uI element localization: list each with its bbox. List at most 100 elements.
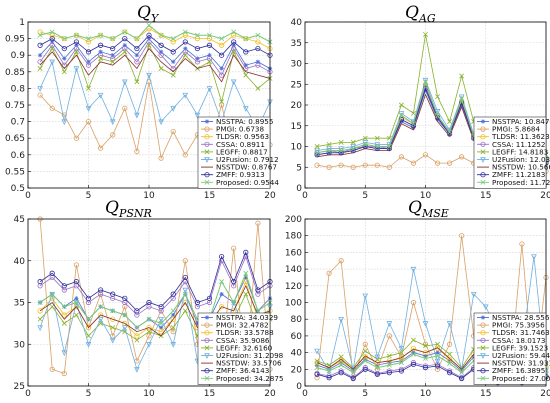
- data-point: [61, 320, 67, 326]
- legend-entry: PMGI: 32.4782: [216, 321, 269, 330]
- legend-marker: [204, 375, 210, 381]
- data-point: [50, 39, 55, 45]
- y-tick-label: 40: [291, 349, 303, 359]
- legend-marker: [480, 315, 486, 320]
- series-line: [39, 34, 271, 56]
- data-point: [49, 270, 55, 276]
- data-point: [158, 304, 164, 310]
- y-tick-label: 160: [285, 248, 302, 258]
- data-point: [362, 366, 368, 372]
- y-tick-label: 80: [291, 315, 303, 325]
- data-point: [122, 35, 128, 42]
- data-point: [206, 42, 213, 48]
- data-point: [255, 32, 261, 38]
- y-tick-label: 200: [285, 215, 302, 225]
- data-point: [85, 295, 92, 301]
- data-point: [326, 146, 332, 153]
- data-point: [423, 353, 428, 359]
- legend-entry: LEGFF: 32.6160: [216, 343, 273, 352]
- data-point: [219, 291, 224, 297]
- data-point: [398, 111, 405, 117]
- data-point: [422, 321, 429, 327]
- legend-entry: NSSTPA: 28.5567: [492, 313, 550, 322]
- data-point: [85, 62, 92, 68]
- data-point: [110, 132, 116, 138]
- data-point: [134, 36, 140, 42]
- data-point: [398, 116, 404, 123]
- data-point: [146, 299, 152, 306]
- series-line: [39, 284, 271, 337]
- chart-panel-2: 0 5 10 15 20 0 5 10 15 20 25 30 35 40 QAG NSSTPA: 10.84…: [291, 3, 550, 201]
- data-point: [459, 370, 465, 376]
- data-point: [98, 42, 104, 48]
- data-point: [61, 350, 68, 357]
- data-point: [386, 144, 392, 149]
- data-point: [73, 32, 79, 38]
- data-point: [386, 368, 392, 374]
- data-point: [74, 43, 79, 48]
- y-tick-label: 15: [291, 122, 302, 132]
- data-point: [134, 53, 140, 58]
- data-point: [158, 325, 164, 330]
- legend-entry: NSSTDW: 0.8767: [216, 163, 277, 172]
- data-point: [49, 291, 55, 297]
- data-point: [243, 36, 249, 42]
- legend-marker: [480, 368, 486, 374]
- data-point: [110, 291, 116, 297]
- series-line: [39, 271, 271, 329]
- data-point: [422, 365, 429, 371]
- data-point: [243, 291, 249, 297]
- legend-entry: NSSTPA: 34.0329: [216, 313, 278, 322]
- data-point: [326, 375, 332, 381]
- legend-entry: LEGFF: 39.1523: [492, 343, 548, 352]
- data-point: [207, 59, 212, 65]
- data-point: [410, 160, 417, 166]
- series-zmff: [37, 249, 273, 314]
- data-point: [158, 320, 164, 326]
- y-tick-label: 40: [291, 18, 303, 28]
- data-point: [446, 370, 453, 376]
- data-point: [49, 29, 55, 35]
- data-point: [37, 59, 43, 65]
- data-point: [459, 375, 465, 382]
- data-point: [242, 106, 249, 112]
- data-point: [146, 42, 152, 48]
- legend-marker: [204, 141, 210, 147]
- data-point: [62, 56, 67, 61]
- data-point: [158, 52, 164, 58]
- data-point: [219, 42, 225, 48]
- data-point: [134, 45, 140, 52]
- data-point: [73, 49, 79, 55]
- data-point: [134, 325, 140, 331]
- y-tick-label: 30: [291, 60, 303, 70]
- data-point: [314, 162, 320, 168]
- legend-entry: NSSTDW: 10.5661: [492, 163, 550, 172]
- data-point: [134, 79, 140, 85]
- data-point: [158, 49, 164, 55]
- data-point: [410, 266, 417, 273]
- series-proposed: [37, 270, 273, 331]
- data-point: [170, 308, 176, 314]
- data-point: [423, 31, 428, 37]
- data-point: [410, 337, 416, 343]
- data-point: [122, 312, 128, 318]
- legend-marker: [204, 368, 210, 374]
- data-point: [146, 36, 152, 41]
- data-point: [243, 62, 248, 68]
- data-point: [122, 29, 128, 35]
- data-point: [37, 316, 43, 322]
- data-point: [110, 55, 116, 62]
- data-point: [410, 121, 416, 127]
- data-point: [37, 42, 43, 48]
- chart-panel-3: 0 5 10 15 20 25 30 35 40 45 QPSNR NSSTPA: 34.0329PM…: [14, 198, 284, 399]
- data-point: [74, 296, 79, 301]
- data-point: [170, 65, 176, 72]
- data-point: [182, 287, 189, 294]
- data-point: [350, 367, 357, 373]
- data-point: [350, 146, 356, 152]
- data-point: [434, 358, 441, 365]
- legend-entry: U2Fusion: 12.0343: [492, 155, 550, 164]
- data-point: [338, 162, 344, 168]
- y-tick-label: 0.7: [11, 118, 25, 128]
- y-tick-label: 20: [291, 365, 303, 375]
